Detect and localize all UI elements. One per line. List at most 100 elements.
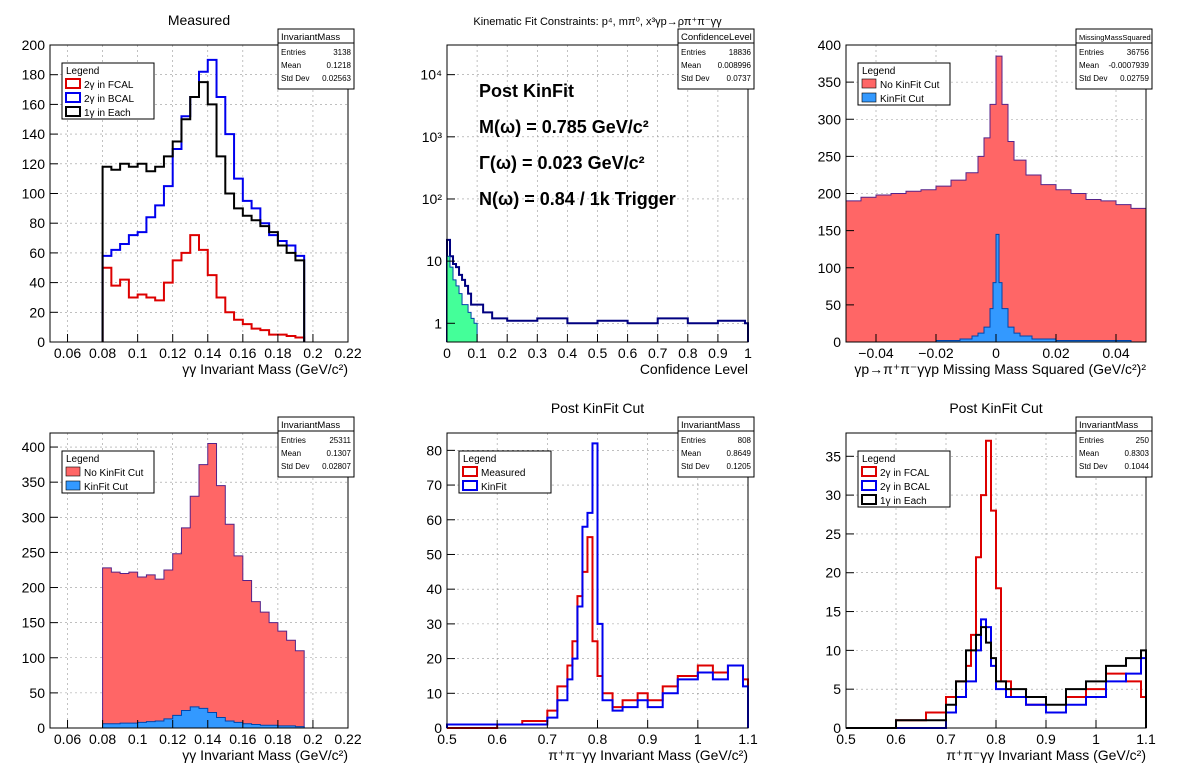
x-tick-label: 0.7 [648,345,668,361]
legend-label: KinFit Cut [84,482,128,493]
histogram-bin [155,167,164,342]
y-tick-label: 20 [825,565,841,581]
x-tick-label: 0.08 [89,731,116,747]
legend-swatch [861,92,877,103]
x-tick-label: 0 [443,345,451,361]
stats-std-dev: 0.02563 [322,74,351,83]
x-tick-label: 0.8 [678,345,698,361]
legend: Legend No KinFit Cut KinFit Cut [61,450,155,494]
x-tick-label: 0.8 [986,731,1006,747]
y-tick-label: 180 [22,67,46,83]
x-ticks: 0.06 0.08 0.1 0.12 0.14 0.16 0.18 0.2 0.22 [54,334,362,361]
histogram-line [846,618,1147,729]
histogram-bin [1126,658,1141,728]
stats-frame [277,28,355,90]
series-2γ in BCAL [101,58,306,342]
y-tick-label: 30 [825,487,841,503]
histogram-bin [648,707,663,728]
x-tick-label: 0.16 [229,345,256,361]
histogram-bin [567,323,597,342]
series-all [446,238,749,342]
stats-frame [277,416,355,478]
stats-label: Entries [1079,48,1104,57]
legend-frame [458,450,552,494]
legend-title: Legend [463,454,496,465]
annotation-text: N(ω) = 0.84 / 1k Trigger [479,189,676,209]
histogram-bin [483,312,492,342]
x-ticks: −0.04 −0.02 0 0.02 0.04 [858,334,1130,361]
series-cut [446,255,478,343]
histogram-bin [698,672,713,728]
histogram-bin [164,156,173,342]
stats-std-dev: 0.02759 [1120,74,1149,83]
series-KinFit [446,442,749,728]
y-ticks: 0 5 10 15 20 25 30 35 [825,448,854,736]
annotation-text: M(ω) = 0.785 GeV/c² [479,117,649,137]
histogram-bin [537,318,567,342]
histogram-line [101,234,306,342]
x-axis-label: γγ Invariant Mass (GeV/c²) [182,361,348,377]
y-tick-label: 5 [833,681,841,697]
stats-entries: 250 [1136,436,1150,445]
histogram-bin [728,666,743,728]
x-axis-label: γγ Invariant Mass (GeV/c²) [182,747,348,763]
stats-label: Entries [681,436,706,445]
annotations: Post KinFit M(ω) = 0.785 GeV/c² Γ(ω) = 0.0… [479,81,676,209]
y-tick-label: 60 [426,512,442,528]
y-tick-label: 0 [37,334,45,350]
x-tick-label: 0.14 [194,345,221,361]
histogram-bin [225,194,234,343]
series-2γ in FCAL [101,234,306,342]
stats-frame [677,416,755,478]
histogram-bin [587,513,592,728]
histogram-line [446,442,749,728]
x-tick-label: 1 [694,731,702,747]
x-tick-label: 0.2 [303,345,323,361]
histogram-bin [507,321,537,342]
stats-box: ConfidenceLevel Entries 18836 Mean 0.008996 S… [677,28,755,90]
stats-label: Std Dev [281,462,309,471]
y-tick-label: 250 [818,148,842,164]
stats-box: InvariantMass Entries 3138 Mean 0.1218 Std De… [277,28,355,90]
histogram-bin [129,167,138,342]
histogram-bin [146,171,155,342]
histogram-bin [598,321,628,342]
histogram-line [101,81,306,342]
y-tick-label: 80 [29,215,45,231]
histogram-bin [181,119,190,342]
stats-name: InvariantMass [281,420,340,431]
x-tick-label: 0.1 [128,731,148,747]
y-tick-label: 400 [22,439,46,455]
x-tick-label: 0.9 [638,731,658,747]
legend: Legend Measured KinFit [458,450,552,494]
histogram-line [446,238,749,342]
legend-title: Legend [862,66,895,77]
annotation-text: Γ(ω) = 0.023 GeV/c² [479,153,645,173]
histogram-bin [173,142,182,342]
stats-name: InvariantMass [281,32,340,43]
y-tick-label: 10 [426,253,442,269]
panel-p3: −0.04 −0.02 0 0.02 0.04 0 50 100 150 200 250 300 350… [818,28,1153,377]
stats-entries: 18836 [729,48,752,57]
y-ticks: 0 10 20 30 40 50 60 70 80 [426,442,455,736]
x-tick-label: 0.2 [497,345,517,361]
histogram-line [101,58,306,342]
plot-frame [49,432,349,729]
stats-mean: -0.0007939 [1109,61,1150,70]
series-KinFit Cut [846,233,1146,343]
stats-label: Entries [681,48,706,57]
stats-mean: 0.8649 [727,449,752,458]
y-tick-label: 100 [22,650,46,666]
y-tick-label: 250 [22,544,46,560]
series-2γ in BCAL [846,618,1147,729]
stats-mean: 0.1218 [327,61,352,70]
y-tick-label: 150 [818,223,842,239]
stats-box: MissingMassSquared Entries 36756 Mean -0.000… [1075,28,1153,90]
y-tick-label: 60 [29,245,45,261]
x-tick-label: 0.4 [558,345,578,361]
series-KinFit Cut [102,706,305,729]
y-tick-label: 100 [818,260,842,276]
histogram-bin [252,220,261,342]
stats-label: Mean [281,61,301,70]
x-tick-label: 0.9 [1036,731,1056,747]
